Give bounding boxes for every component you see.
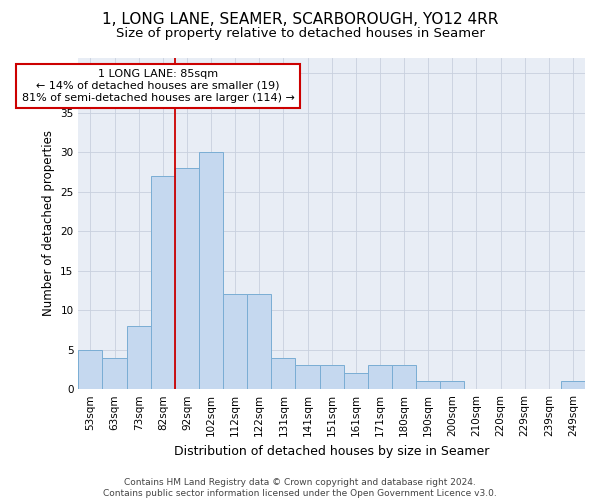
- X-axis label: Distribution of detached houses by size in Seamer: Distribution of detached houses by size …: [174, 444, 490, 458]
- Bar: [344, 374, 368, 389]
- Text: Size of property relative to detached houses in Seamer: Size of property relative to detached ho…: [116, 28, 484, 40]
- Bar: [271, 358, 295, 389]
- Bar: [247, 294, 271, 389]
- Bar: [392, 366, 416, 389]
- Text: 1, LONG LANE, SEAMER, SCARBOROUGH, YO12 4RR: 1, LONG LANE, SEAMER, SCARBOROUGH, YO12 …: [102, 12, 498, 28]
- Bar: [295, 366, 320, 389]
- Text: 1 LONG LANE: 85sqm
← 14% of detached houses are smaller (19)
81% of semi-detache: 1 LONG LANE: 85sqm ← 14% of detached hou…: [22, 70, 295, 102]
- Text: Contains HM Land Registry data © Crown copyright and database right 2024.
Contai: Contains HM Land Registry data © Crown c…: [103, 478, 497, 498]
- Bar: [103, 358, 127, 389]
- Bar: [175, 168, 199, 389]
- Bar: [199, 152, 223, 389]
- Bar: [320, 366, 344, 389]
- Bar: [368, 366, 392, 389]
- Bar: [151, 176, 175, 389]
- Y-axis label: Number of detached properties: Number of detached properties: [41, 130, 55, 316]
- Bar: [223, 294, 247, 389]
- Bar: [440, 382, 464, 389]
- Bar: [561, 382, 585, 389]
- Bar: [79, 350, 103, 389]
- Bar: [127, 326, 151, 389]
- Bar: [416, 382, 440, 389]
